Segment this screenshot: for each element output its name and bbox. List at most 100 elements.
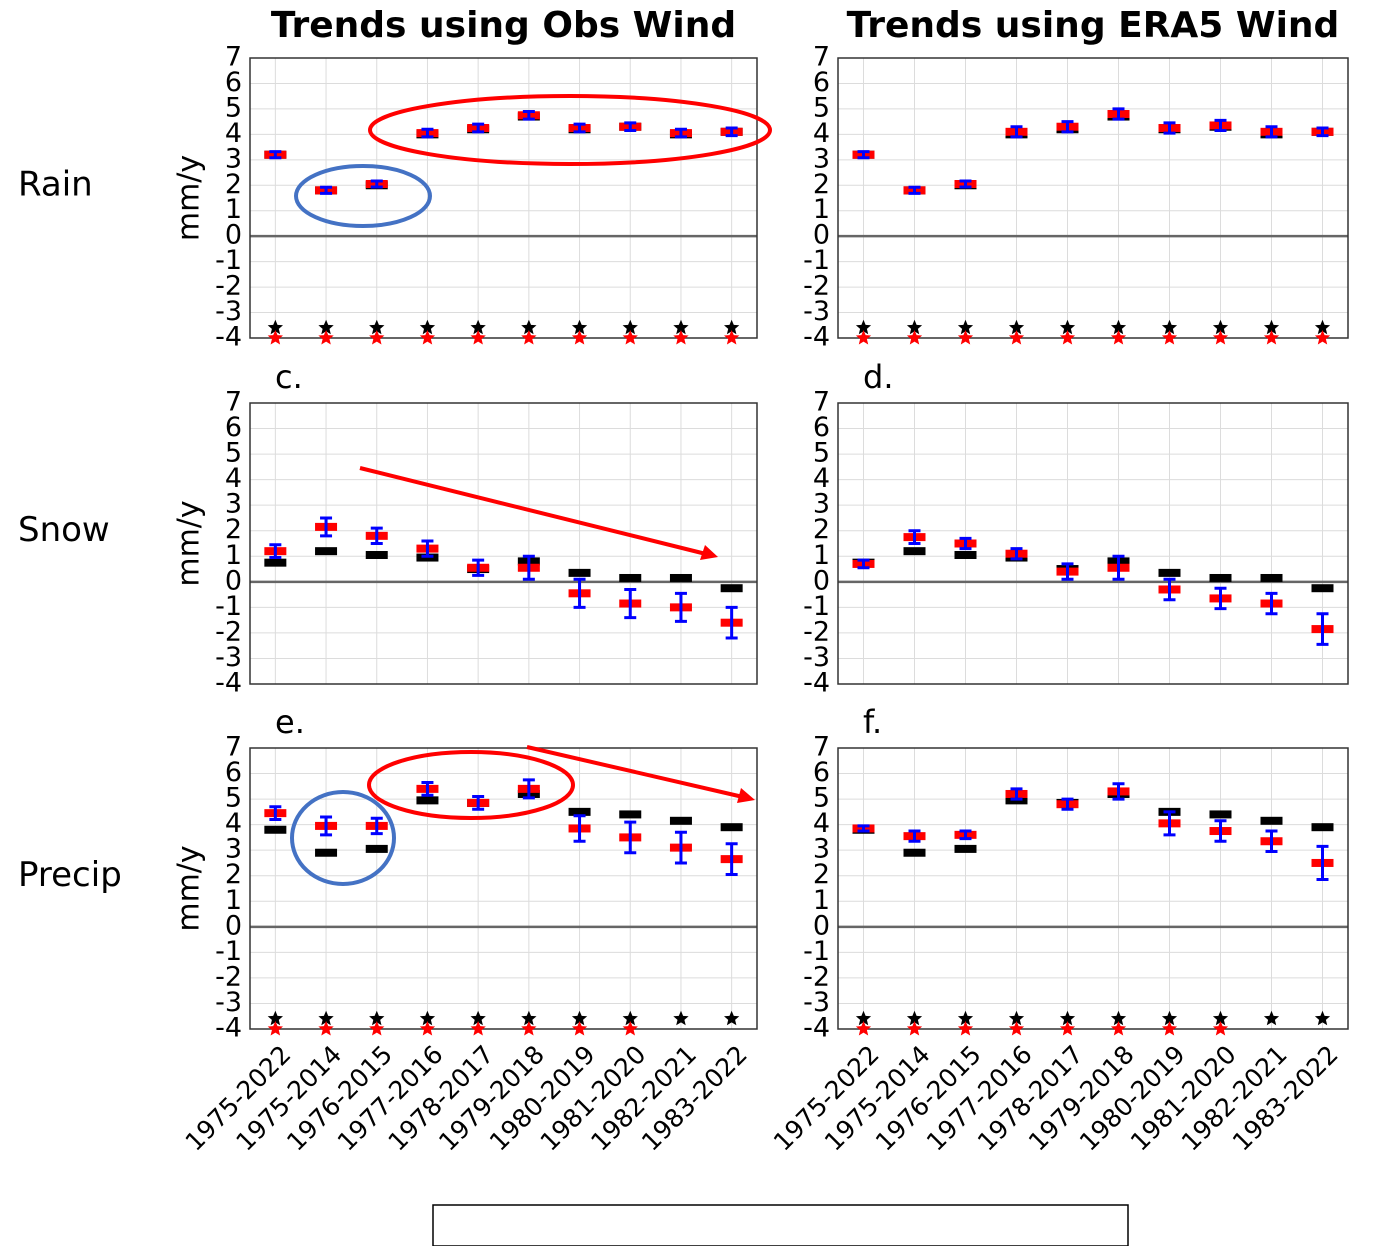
y-tick-label: -2 [215, 616, 242, 647]
y-tick-label: 3 [813, 834, 830, 865]
y-tick-label: 7 [225, 42, 242, 73]
y-tick-label: -4 [215, 668, 242, 699]
y-tick-label: 4 [225, 118, 242, 149]
plot-frame [837, 57, 1349, 339]
significance-marker [470, 319, 486, 335]
y-tick-label: 7 [813, 42, 830, 73]
significance-marker [369, 1021, 385, 1036]
error-bar [908, 529, 921, 545]
y-tick-label: -1 [215, 245, 242, 276]
significance-marker [419, 319, 436, 335]
significance-marker [1314, 319, 1331, 335]
dash-marker [1260, 573, 1283, 582]
significance-marker [1008, 330, 1025, 345]
y-tick-label: 1 [813, 194, 830, 225]
legend-box [432, 1204, 1129, 1246]
significance-marker [1161, 319, 1178, 335]
trend-arrow [526, 745, 744, 799]
y-tick-label: 2 [813, 169, 830, 200]
dash-marker [1209, 810, 1232, 819]
significance-marker [1110, 1021, 1127, 1036]
panel-label: f. [863, 703, 882, 741]
plot-frame [249, 402, 758, 685]
dash-marker [1209, 573, 1232, 582]
error-bar [1214, 118, 1227, 133]
significance-marker [369, 1010, 385, 1026]
highlight-ellipse [290, 790, 396, 886]
arrow-head [700, 545, 718, 560]
y-tick-label: -4 [215, 322, 242, 353]
significance-marker [419, 330, 436, 345]
significance-marker [571, 319, 588, 335]
y-axis-label: mm/y [172, 155, 207, 241]
significance-marker [470, 1021, 486, 1036]
dash-marker [365, 550, 388, 559]
error-bar [370, 526, 383, 545]
error-bar [1010, 787, 1023, 801]
error-bar [1163, 577, 1176, 602]
error-bar [959, 179, 972, 189]
significance-marker [673, 330, 689, 345]
significance-marker [1110, 1010, 1127, 1026]
y-tick-label: 6 [813, 757, 830, 788]
error-bar [421, 127, 434, 139]
error-bar [522, 109, 535, 121]
error-bar [959, 829, 972, 841]
dash-marker [568, 807, 591, 816]
error-bar [624, 820, 637, 855]
significance-marker [957, 319, 974, 335]
error-bar [269, 150, 282, 160]
significance-marker [673, 1010, 689, 1026]
y-tick-label: 6 [813, 67, 830, 98]
significance-marker [957, 330, 974, 345]
y-tick-label: -3 [215, 296, 242, 327]
significance-marker [1110, 319, 1127, 335]
significance-marker [1161, 330, 1178, 345]
y-tick-label: 6 [813, 412, 830, 443]
significance-marker [521, 319, 537, 335]
y-tick-label: -1 [803, 245, 830, 276]
significance-marker [622, 1021, 638, 1036]
error-bar [573, 577, 586, 609]
y-tick-label: 0 [225, 220, 242, 251]
plot-area [250, 58, 757, 338]
error-bar [725, 126, 738, 138]
significance-marker [1314, 1010, 1331, 1026]
significance-marker [957, 1021, 974, 1036]
arrow-head [737, 788, 755, 803]
error-bar [624, 587, 637, 620]
significance-marker [855, 1021, 872, 1036]
significance-marker [906, 1010, 923, 1026]
error-bar [269, 543, 282, 560]
dash-marker [315, 547, 338, 556]
plot-frame [837, 402, 1349, 685]
panel-label: d. [863, 358, 893, 396]
significance-marker [673, 319, 689, 335]
significance-marker [724, 1010, 740, 1026]
panel-label: e. [275, 703, 305, 741]
significance-marker [267, 1010, 283, 1026]
y-tick-label: 7 [225, 732, 242, 763]
y-tick-label: 6 [225, 757, 242, 788]
error-bar [1265, 125, 1278, 139]
error-bar [269, 805, 282, 822]
y-tick-label: 4 [813, 463, 830, 494]
highlight-ellipse [368, 94, 772, 166]
y-tick-label: 0 [813, 910, 830, 941]
y-tick-label: 5 [225, 438, 242, 469]
significance-marker [1059, 1021, 1076, 1036]
dash-marker [720, 823, 743, 832]
significance-marker [267, 319, 283, 335]
dash-marker [264, 825, 287, 834]
significance-marker [906, 1021, 923, 1036]
y-tick-label: 4 [813, 808, 830, 839]
significance-marker [318, 1010, 334, 1026]
y-tick-label: 0 [225, 910, 242, 941]
significance-marker [1059, 330, 1076, 345]
y-tick-label: -2 [803, 616, 830, 647]
significance-marker [1212, 1021, 1229, 1036]
error-bar [320, 185, 333, 195]
significance-marker [521, 330, 537, 345]
significance-marker [1212, 319, 1229, 335]
error-bar [370, 179, 383, 189]
